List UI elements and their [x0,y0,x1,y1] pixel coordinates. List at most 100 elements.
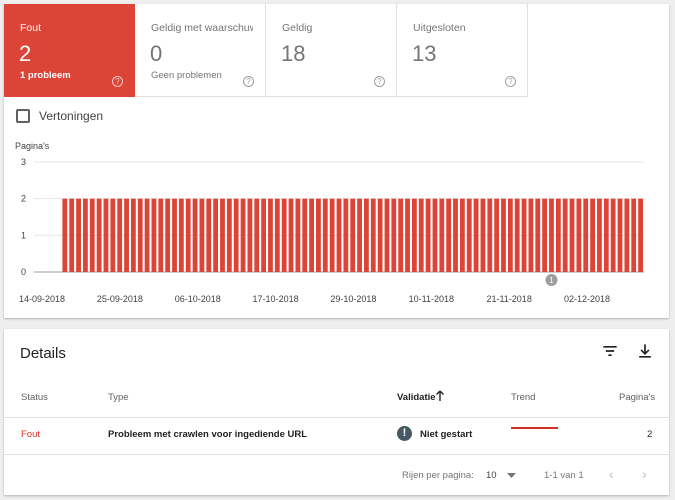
chart-bar[interactable] [185,198,191,272]
chart-bar[interactable] [178,198,184,272]
chart-bar[interactable] [336,198,342,272]
chart-bar[interactable] [398,198,404,272]
chart-bar[interactable] [549,198,554,272]
chart-bar[interactable] [535,198,541,272]
chart-bar[interactable] [309,198,314,272]
chart-bar[interactable] [151,198,157,272]
chart-bar[interactable] [261,198,267,272]
chart-bar[interactable] [638,198,643,272]
chart-bar[interactable] [103,198,109,272]
chart-bar[interactable] [459,198,465,272]
chart-bar[interactable] [288,198,294,272]
chart-bar[interactable] [466,198,472,272]
chart-bar[interactable] [69,198,75,272]
column-header-pages[interactable]: Pagina's [619,392,656,403]
tile-valid[interactable]: Geldig 18 ? [266,4,397,97]
chart-bar[interactable] [439,198,445,272]
chart-bar[interactable] [295,198,301,272]
chart-bar[interactable] [96,198,102,272]
chart-bar[interactable] [562,198,568,272]
chart-bar[interactable] [473,198,479,272]
chart-bar[interactable] [343,198,349,272]
impressions-checkbox[interactable] [16,109,30,123]
chart-bar[interactable] [590,198,595,272]
chart-bar[interactable] [384,198,390,272]
chart-bar[interactable] [274,198,280,272]
chart-bar[interactable] [555,198,561,272]
chart-bar[interactable] [89,198,95,272]
chart-bar[interactable] [576,198,582,272]
chart-bar[interactable] [350,198,356,272]
help-icon[interactable]: ? [112,76,123,87]
chart-bar[interactable] [370,198,376,272]
chart-bar[interactable] [83,198,88,272]
chart-bar[interactable] [418,198,424,272]
chart-bar[interactable] [302,198,308,272]
chart-bar[interactable] [507,198,513,272]
column-header-status[interactable]: Status [21,392,48,403]
chart-bar[interactable] [199,198,205,272]
chart-bar[interactable] [316,198,321,272]
chart-bar[interactable] [62,198,68,272]
chart-bar[interactable] [213,198,219,272]
chart-bar[interactable] [254,198,260,272]
tile-error[interactable]: Fout 2 1 probleem ? [4,4,135,97]
impressions-toggle[interactable]: Vertoningen [16,109,103,123]
chart-bar[interactable] [322,198,328,272]
sort-ascending-icon[interactable] [435,390,445,402]
dropdown-arrow-icon[interactable] [507,473,516,479]
chart-bar[interactable] [206,198,212,272]
chart-bar[interactable] [165,198,171,272]
chart-bar[interactable] [364,198,369,272]
chart-bar[interactable] [487,198,493,272]
chart-bar[interactable] [542,198,548,272]
chart-bar[interactable] [514,198,520,272]
chart-bar[interactable] [130,198,136,272]
chart-bar[interactable] [446,198,452,272]
filter-icon[interactable] [600,341,620,361]
chart-bar[interactable] [603,198,609,272]
chart-bar[interactable] [226,198,232,272]
chart-bar[interactable] [432,198,438,272]
chart-bar[interactable] [501,198,506,272]
chart-bar[interactable] [240,198,246,272]
chart-bar[interactable] [172,198,177,272]
column-header-trend[interactable]: Trend [511,392,536,403]
chart-bar[interactable] [597,198,602,272]
chart-bar[interactable] [137,198,143,272]
prev-page-icon[interactable]: ‹ [609,466,614,482]
chart-bar[interactable] [405,198,410,272]
download-icon[interactable] [635,341,655,361]
chart-bar[interactable] [617,198,623,272]
help-icon[interactable]: ? [243,76,254,87]
chart-bar[interactable] [281,198,287,272]
annotation-marker[interactable]: 1 [545,274,558,286]
chart-bar[interactable] [117,198,123,272]
chart-bar[interactable] [247,198,253,272]
column-header-validation[interactable]: Validatie [397,392,436,403]
help-icon[interactable]: ? [374,76,385,87]
chart-bar[interactable] [357,198,362,272]
chart-bar[interactable] [329,198,335,272]
help-icon[interactable]: ? [505,76,516,87]
chart-bar[interactable] [569,198,575,272]
chart-bar[interactable] [411,198,417,272]
rows-per-page-select[interactable]: 10 [486,470,497,481]
chart-bar[interactable] [377,198,383,272]
chart-bar[interactable] [144,198,150,272]
chart-bar[interactable] [610,198,616,272]
chart-bar[interactable] [158,198,164,272]
chart-bar[interactable] [521,198,527,272]
tile-valid-warnings[interactable]: Geldig met waarschuwingen 0 Geen problem… [135,4,266,97]
chart-bar[interactable] [76,198,81,272]
chart-bar[interactable] [624,198,630,272]
chart-bar[interactable] [631,198,637,272]
chart-bar[interactable] [233,198,239,272]
column-header-type[interactable]: Type [108,392,129,403]
chart-bar[interactable] [268,198,273,272]
chart-bar[interactable] [425,198,431,272]
tile-excluded[interactable]: Uitgesloten 13 ? [397,4,528,97]
chart-bar[interactable] [220,198,225,272]
chart-bar[interactable] [480,198,486,272]
chart-bar[interactable] [528,198,534,272]
